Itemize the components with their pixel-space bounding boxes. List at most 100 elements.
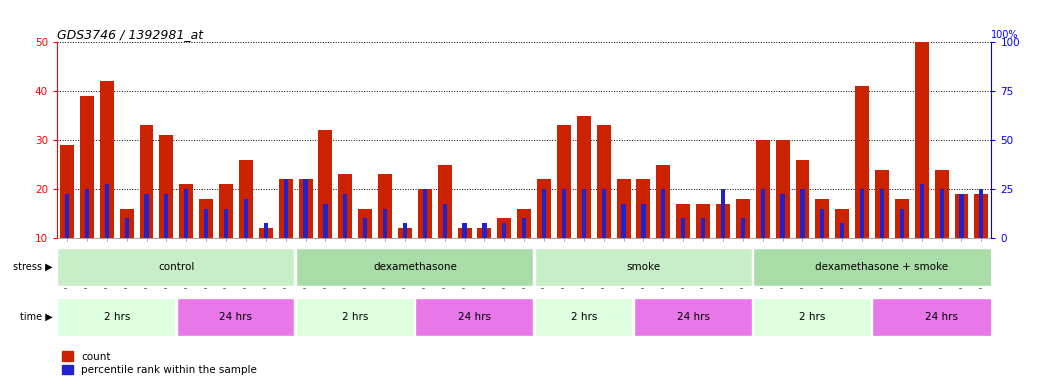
Bar <box>184 189 188 238</box>
Bar <box>741 218 745 238</box>
Bar <box>502 223 507 238</box>
FancyBboxPatch shape <box>754 248 1010 286</box>
Bar <box>900 209 904 238</box>
Bar <box>597 126 610 238</box>
Bar <box>761 189 765 238</box>
Bar <box>641 204 646 238</box>
Bar <box>955 194 968 238</box>
Bar <box>920 184 924 238</box>
FancyBboxPatch shape <box>535 298 632 336</box>
Bar <box>65 194 70 238</box>
Bar <box>279 179 293 238</box>
Bar <box>880 189 884 238</box>
Bar <box>224 209 228 238</box>
Bar <box>299 179 312 238</box>
Bar <box>756 140 769 238</box>
FancyBboxPatch shape <box>634 298 752 336</box>
Bar <box>542 189 546 238</box>
Bar <box>100 81 114 238</box>
Bar <box>244 199 248 238</box>
Bar <box>681 218 685 238</box>
Bar <box>85 189 89 238</box>
Bar <box>160 135 173 238</box>
Text: smoke: smoke <box>626 262 660 272</box>
Bar <box>497 218 512 238</box>
Bar <box>781 194 785 238</box>
Bar <box>836 209 849 238</box>
Bar <box>324 204 328 238</box>
Bar <box>617 179 630 238</box>
Text: 2 hrs: 2 hrs <box>799 312 825 322</box>
Bar <box>363 218 367 238</box>
Bar <box>358 209 373 238</box>
Text: 24 hrs: 24 hrs <box>925 312 958 322</box>
Bar <box>403 223 407 238</box>
Bar <box>60 145 74 238</box>
Bar <box>522 218 526 238</box>
Bar <box>622 204 626 238</box>
FancyBboxPatch shape <box>296 248 532 286</box>
FancyBboxPatch shape <box>754 298 871 336</box>
Bar <box>264 223 268 238</box>
Bar <box>80 96 93 238</box>
Text: stress ▶: stress ▶ <box>12 262 52 272</box>
Bar <box>180 184 193 238</box>
Bar <box>319 131 332 238</box>
Bar <box>483 223 487 238</box>
Bar <box>105 184 109 238</box>
Bar <box>383 209 387 238</box>
Bar <box>283 179 288 238</box>
Bar <box>338 174 352 238</box>
Text: 24 hrs: 24 hrs <box>219 312 252 322</box>
Bar <box>800 189 804 238</box>
Bar <box>458 228 471 238</box>
Bar <box>795 160 810 238</box>
Text: GDS3746 / 1392981_at: GDS3746 / 1392981_at <box>57 28 203 41</box>
Bar <box>939 189 944 238</box>
Bar <box>517 209 531 238</box>
Bar <box>577 116 591 238</box>
Bar <box>656 165 671 238</box>
Bar <box>438 165 452 238</box>
Bar <box>895 199 909 238</box>
FancyBboxPatch shape <box>296 298 414 336</box>
Bar <box>875 170 889 238</box>
Bar <box>258 228 273 238</box>
Bar <box>581 189 585 238</box>
FancyBboxPatch shape <box>57 298 175 336</box>
Bar <box>736 199 749 238</box>
Bar <box>855 86 869 238</box>
Bar <box>125 218 129 238</box>
Bar <box>303 179 307 238</box>
Bar <box>378 174 392 238</box>
Bar <box>398 228 412 238</box>
Bar <box>537 179 551 238</box>
Bar <box>442 204 446 238</box>
Text: 24 hrs: 24 hrs <box>677 312 710 322</box>
Bar <box>696 204 710 238</box>
Bar <box>840 223 844 238</box>
FancyBboxPatch shape <box>57 248 295 286</box>
Bar <box>716 204 730 238</box>
Bar <box>199 199 213 238</box>
Bar <box>914 42 929 238</box>
Bar <box>344 194 348 238</box>
Bar <box>139 126 154 238</box>
Bar <box>816 199 829 238</box>
Text: control: control <box>158 262 194 272</box>
Bar <box>861 189 865 238</box>
Bar <box>119 209 134 238</box>
Bar <box>720 189 725 238</box>
Bar <box>422 189 427 238</box>
Bar <box>557 126 571 238</box>
FancyBboxPatch shape <box>176 298 295 336</box>
Text: 24 hrs: 24 hrs <box>458 312 491 322</box>
Bar <box>979 189 983 238</box>
Bar <box>701 218 705 238</box>
Text: 100%: 100% <box>991 30 1018 40</box>
Bar <box>636 179 651 238</box>
Bar <box>661 189 665 238</box>
Bar <box>144 194 148 238</box>
Bar <box>820 209 824 238</box>
Bar <box>959 194 963 238</box>
